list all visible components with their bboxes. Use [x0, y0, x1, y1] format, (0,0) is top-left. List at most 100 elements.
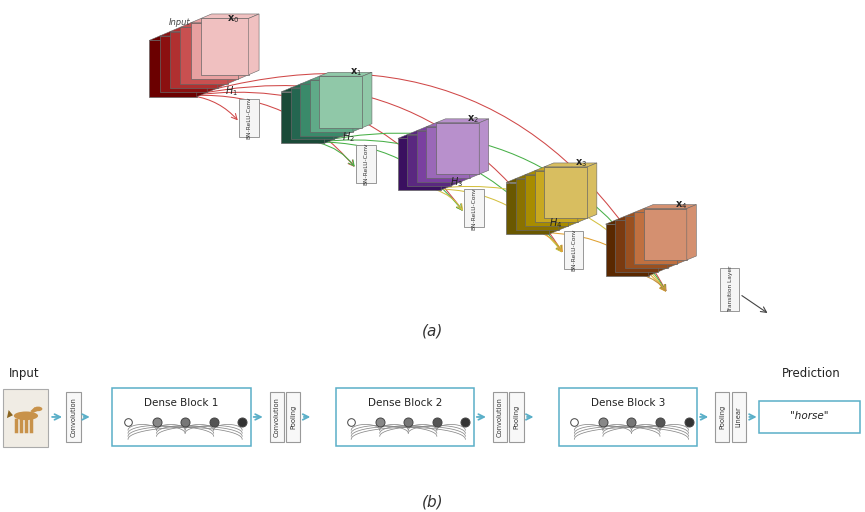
Polygon shape — [516, 175, 568, 179]
Polygon shape — [160, 32, 218, 36]
Bar — [525, 175, 568, 226]
FancyBboxPatch shape — [356, 145, 375, 183]
Text: (a): (a) — [422, 323, 443, 338]
Text: Convolution: Convolution — [274, 397, 279, 437]
Polygon shape — [300, 80, 353, 84]
Bar — [170, 32, 218, 88]
Text: BN-ReLU-Conv: BN-ReLU-Conv — [471, 187, 477, 229]
Polygon shape — [180, 23, 239, 27]
Text: $H_1$: $H_1$ — [225, 84, 238, 98]
Bar — [516, 179, 559, 230]
Polygon shape — [625, 212, 677, 217]
Text: $H_3$: $H_3$ — [450, 175, 463, 188]
FancyBboxPatch shape — [715, 392, 729, 442]
Bar — [606, 224, 649, 275]
Polygon shape — [208, 32, 218, 92]
Bar — [191, 23, 239, 79]
Text: BN-ReLU-Conv: BN-ReLU-Conv — [247, 96, 252, 139]
Polygon shape — [239, 18, 249, 79]
Text: Prediction: Prediction — [782, 367, 841, 380]
Text: Transition Layer: Transition Layer — [728, 266, 734, 312]
Text: $\mathbf{x}_2$: $\mathbf{x}_2$ — [467, 113, 479, 125]
Bar — [436, 123, 479, 174]
Text: Dense Block 1: Dense Block 1 — [144, 397, 219, 408]
Polygon shape — [578, 167, 587, 222]
Polygon shape — [150, 36, 208, 40]
Text: Linear: Linear — [736, 407, 741, 428]
Polygon shape — [559, 175, 568, 230]
Polygon shape — [436, 119, 489, 123]
Bar — [160, 36, 208, 92]
Polygon shape — [170, 27, 228, 32]
Bar — [291, 88, 334, 139]
Polygon shape — [197, 36, 208, 97]
Polygon shape — [606, 220, 658, 224]
Polygon shape — [324, 88, 334, 143]
Polygon shape — [407, 131, 460, 135]
Text: Pooling: Pooling — [291, 405, 296, 429]
Text: $H_4$: $H_4$ — [549, 217, 562, 230]
Polygon shape — [479, 119, 489, 174]
Polygon shape — [451, 131, 460, 186]
Polygon shape — [319, 72, 372, 76]
Polygon shape — [249, 14, 260, 75]
Text: (b): (b) — [422, 494, 444, 509]
Polygon shape — [398, 135, 451, 138]
Polygon shape — [228, 23, 239, 83]
Polygon shape — [362, 72, 372, 127]
Polygon shape — [644, 205, 696, 208]
FancyBboxPatch shape — [559, 388, 697, 446]
Bar — [150, 40, 197, 97]
Polygon shape — [677, 208, 687, 264]
FancyBboxPatch shape — [509, 392, 523, 442]
Bar — [615, 220, 658, 272]
FancyBboxPatch shape — [493, 392, 507, 442]
Bar — [300, 84, 343, 136]
Bar — [634, 212, 677, 264]
FancyBboxPatch shape — [67, 392, 80, 442]
Polygon shape — [549, 179, 559, 234]
Text: BN-ReLU-Conv: BN-ReLU-Conv — [571, 229, 576, 271]
FancyBboxPatch shape — [759, 401, 860, 433]
Bar — [202, 18, 249, 75]
Bar — [319, 76, 362, 127]
Polygon shape — [30, 407, 37, 413]
Polygon shape — [202, 14, 260, 18]
Polygon shape — [191, 18, 249, 23]
Polygon shape — [525, 171, 578, 175]
Polygon shape — [668, 212, 677, 268]
Text: Pooling: Pooling — [720, 405, 725, 429]
Bar — [407, 135, 451, 186]
Polygon shape — [417, 126, 470, 131]
Text: Convolution: Convolution — [497, 397, 503, 437]
Bar — [310, 80, 353, 132]
FancyBboxPatch shape — [239, 98, 260, 137]
Text: Convolution: Convolution — [71, 397, 76, 437]
Polygon shape — [291, 84, 343, 88]
Bar — [544, 167, 587, 218]
Ellipse shape — [14, 412, 38, 420]
FancyBboxPatch shape — [336, 388, 474, 446]
Polygon shape — [460, 126, 470, 182]
Polygon shape — [218, 27, 228, 88]
Bar — [281, 92, 324, 143]
Bar — [625, 217, 668, 268]
Polygon shape — [343, 80, 353, 136]
Polygon shape — [535, 167, 587, 171]
Text: $\mathbf{x}_1$: $\mathbf{x}_1$ — [350, 67, 362, 78]
FancyBboxPatch shape — [270, 392, 284, 442]
Text: Input: Input — [169, 18, 190, 27]
Polygon shape — [587, 163, 597, 218]
Polygon shape — [470, 123, 479, 178]
Polygon shape — [658, 217, 668, 272]
FancyBboxPatch shape — [3, 389, 48, 447]
Ellipse shape — [34, 407, 42, 411]
Polygon shape — [426, 123, 479, 126]
Text: Dense Block 2: Dense Block 2 — [368, 397, 442, 408]
FancyBboxPatch shape — [732, 392, 746, 442]
Bar — [644, 208, 687, 260]
Polygon shape — [310, 76, 362, 80]
Bar — [417, 131, 460, 182]
Text: Dense Block 3: Dense Block 3 — [591, 397, 665, 408]
Polygon shape — [649, 220, 658, 275]
